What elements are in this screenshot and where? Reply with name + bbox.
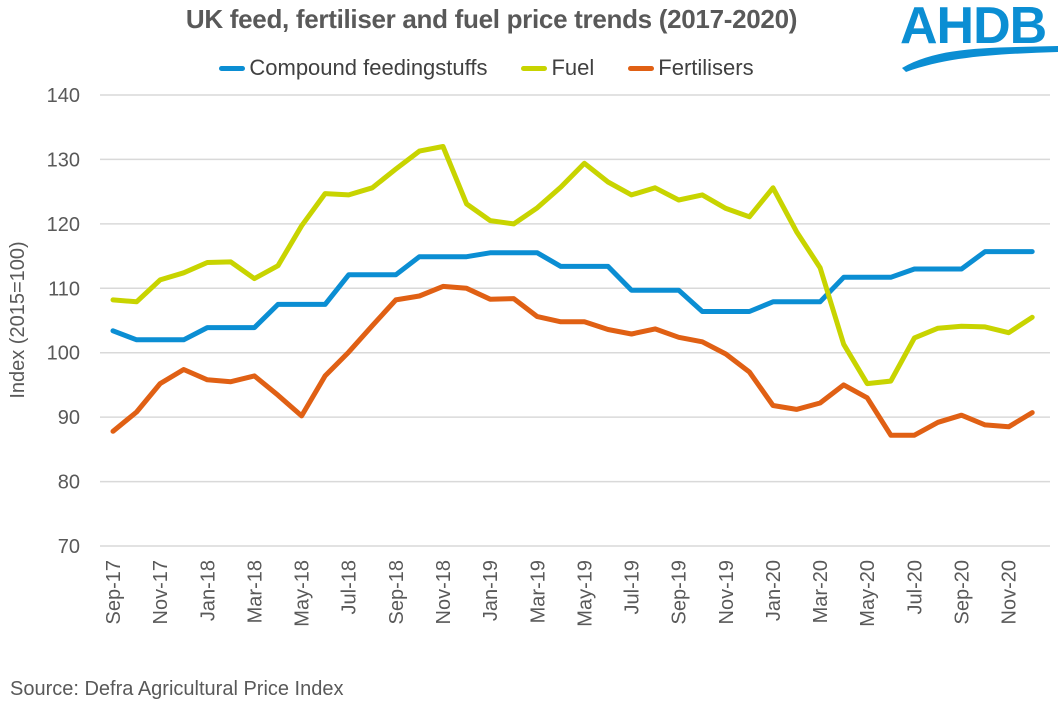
x-tick-label: Jul-19 <box>622 560 644 614</box>
logo-wave-icon <box>902 46 1058 72</box>
x-tick-label: Mar-20 <box>810 560 832 623</box>
legend-label: Compound feedingstuffs <box>249 55 488 80</box>
x-tick-label: Sep-19 <box>669 560 691 625</box>
legend: Compound feedingstuffs Fuel Fertilisers <box>0 55 1063 81</box>
gridlines <box>100 94 1050 547</box>
x-tick-label: Jan-20 <box>763 560 785 621</box>
logo-text: AHDB <box>900 0 1047 55</box>
y-tick-label: 100 <box>47 343 80 365</box>
x-tick-label: Jan-18 <box>197 560 219 621</box>
series-line-compound-feedingstuffs <box>110 249 1035 343</box>
x-tick-label: Jan-19 <box>480 560 502 621</box>
legend-swatch-compound <box>219 65 246 71</box>
legend-item-fuel: Fuel <box>521 55 594 81</box>
x-tick-label: Mar-18 <box>244 560 266 623</box>
x-tick-label: Jul-18 <box>339 560 361 614</box>
y-tick-label: 120 <box>47 214 80 236</box>
x-tick-label: May-19 <box>574 560 596 627</box>
legend-item-compound: Compound feedingstuffs <box>219 55 487 81</box>
source-note: Source: Defra Agricultural Price Index <box>10 678 344 700</box>
x-tick-label: Sep-18 <box>386 560 408 625</box>
y-axis-label: Index (2015=100) <box>7 241 29 398</box>
legend-label: Fuel <box>551 55 595 80</box>
x-tick-label: May-20 <box>857 560 879 627</box>
series-line-fuel <box>110 144 1035 387</box>
y-tick-label: 80 <box>58 472 80 494</box>
ahdb-logo: AHDB <box>900 0 1060 74</box>
y-tick-label: 110 <box>48 278 80 300</box>
legend-swatch-fertilisers <box>628 65 655 71</box>
y-tick-label: 130 <box>47 149 80 171</box>
series-line-fertilisers <box>110 283 1035 438</box>
x-tick-label: Sep-17 <box>103 560 125 625</box>
chart-title: UK feed, fertiliser and fuel price trend… <box>185 4 798 34</box>
x-tick-label: Sep-20 <box>952 560 974 625</box>
x-tick-label: Nov-18 <box>433 560 455 624</box>
x-tick-label: Nov-20 <box>999 560 1021 624</box>
series-lines <box>110 144 1035 438</box>
y-tick-label: 70 <box>58 536 80 558</box>
y-tick-label: 90 <box>58 407 80 429</box>
x-axis-ticks: Sep-17 Nov-17 Jan-18 Mar-18 May-18 Jul-18 Sep-… <box>103 560 1021 627</box>
legend-label: Fertilisers <box>658 55 754 80</box>
x-tick-label: Mar-19 <box>527 560 549 623</box>
legend-swatch-fuel <box>521 65 548 71</box>
x-tick-label: May-18 <box>292 560 314 627</box>
x-tick-label: Jul-20 <box>904 560 926 614</box>
y-tick-label: 140 <box>47 85 80 107</box>
x-tick-label: Nov-19 <box>716 560 738 624</box>
legend-item-fertilisers: Fertilisers <box>628 55 754 81</box>
y-axis-ticks: 70 80 90 100 110 120 130 140 <box>47 85 80 558</box>
x-tick-label: Nov-17 <box>150 560 172 624</box>
